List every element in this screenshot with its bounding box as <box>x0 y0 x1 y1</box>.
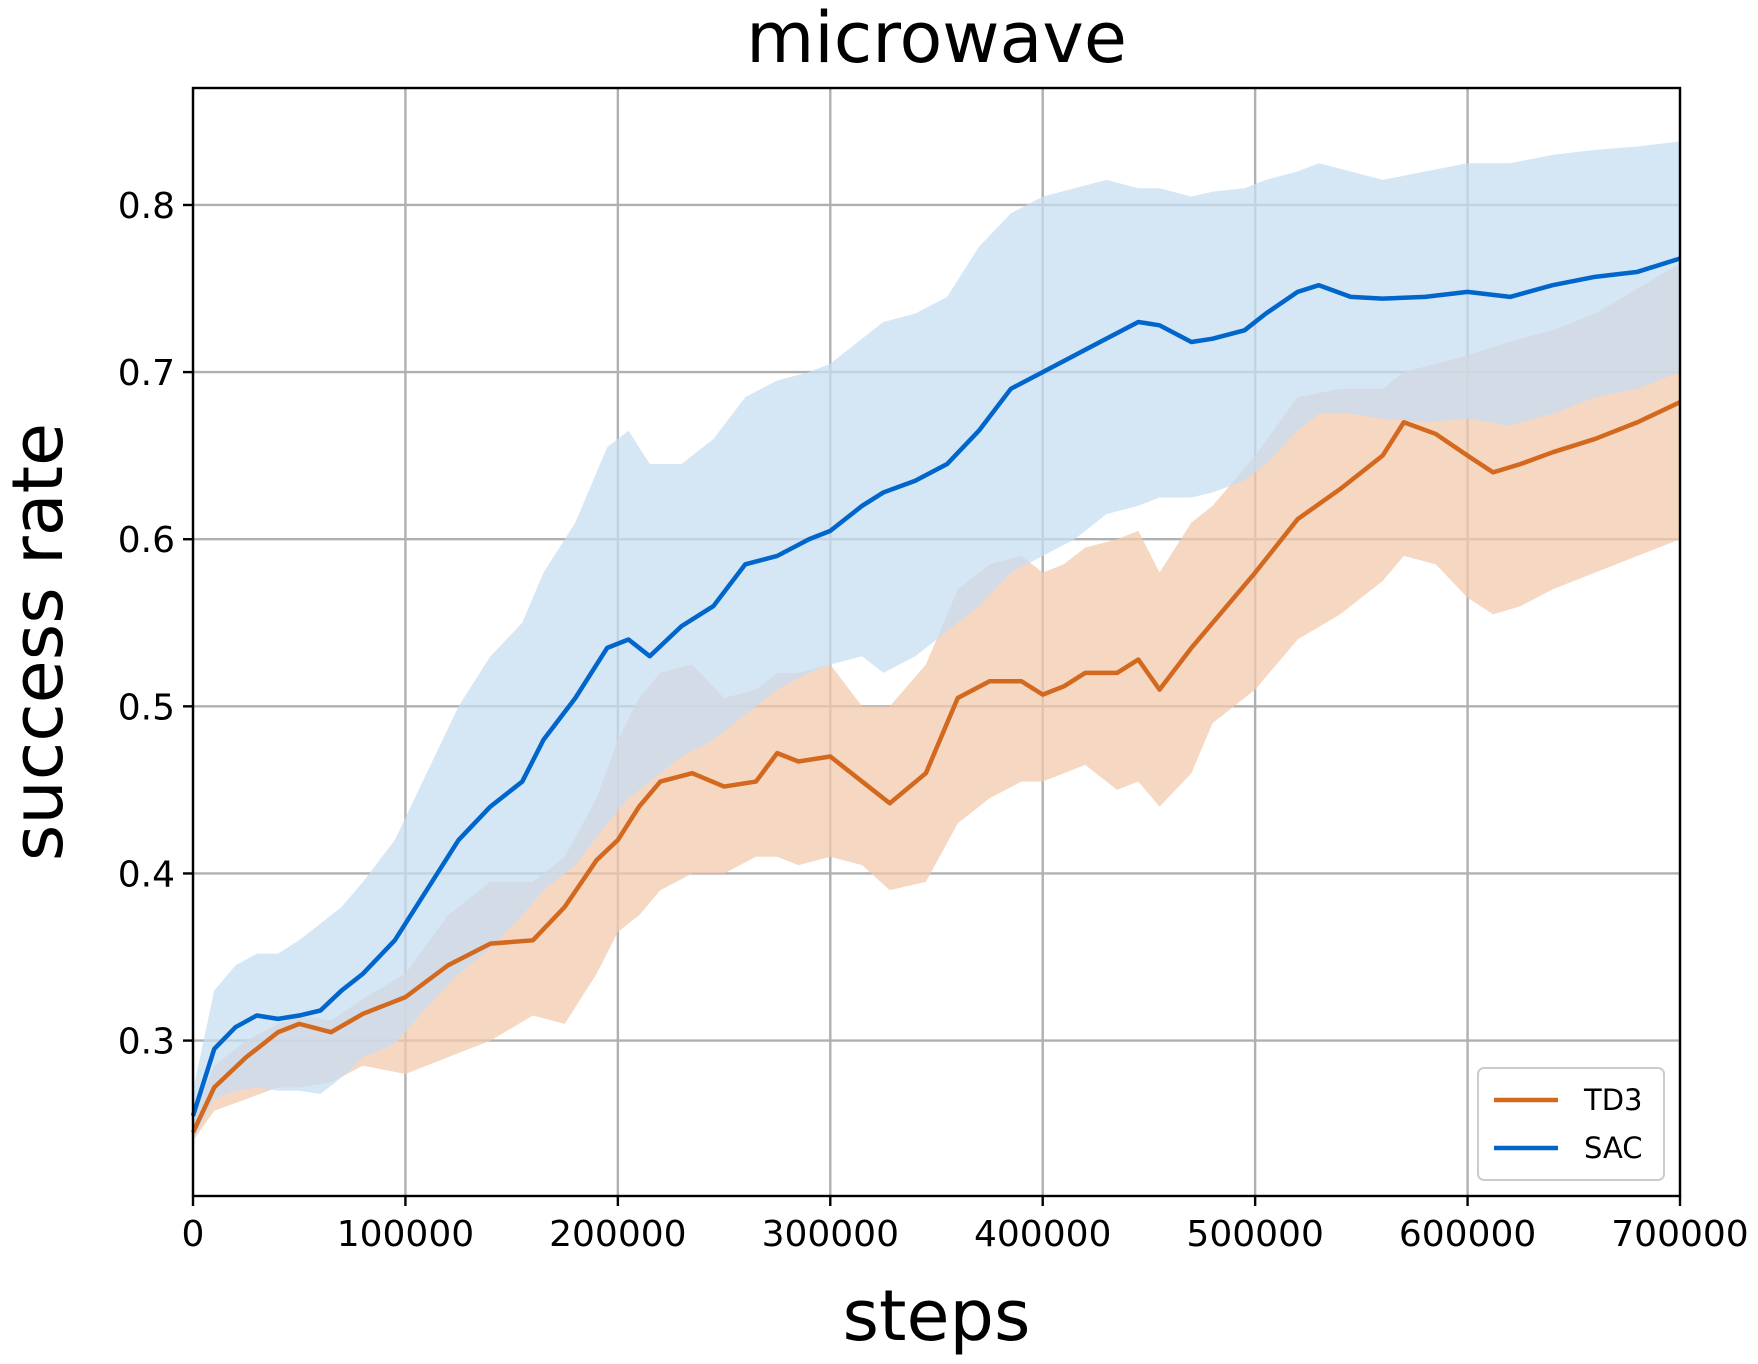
legend-label-td3: TD3 <box>1583 1083 1643 1117</box>
x-tick-label: 500000 <box>1186 1214 1323 1255</box>
x-tick-label: 0 <box>182 1214 205 1255</box>
x-axis-label: steps <box>843 1275 1031 1357</box>
confidence-bands <box>193 141 1680 1141</box>
y-tick-label: 0.8 <box>118 186 175 227</box>
y-tick-label: 0.3 <box>118 1022 175 1063</box>
x-tick-label: 600000 <box>1399 1214 1536 1255</box>
band-sac <box>193 141 1680 1141</box>
x-tick-label: 200000 <box>549 1214 686 1255</box>
line-td3 <box>190 400 1681 1134</box>
legend-label-sac: SAC <box>1584 1131 1643 1165</box>
y-tick-label: 0.5 <box>118 687 175 728</box>
series-lines <box>190 256 1681 1134</box>
x-tick-label: 100000 <box>337 1214 474 1255</box>
line-sac <box>190 256 1681 1117</box>
legend-box <box>1477 1067 1665 1181</box>
x-tick-label: 300000 <box>762 1214 899 1255</box>
y-tick-label: 0.4 <box>118 854 175 895</box>
legend: TD3 SAC <box>1477 1067 1665 1181</box>
y-tick-label: 0.7 <box>118 353 175 394</box>
y-axis-ticks: 0.3 0.4 0.5 0.6 0.7 0.8 <box>118 186 193 1063</box>
plot-frame <box>191 86 1682 1198</box>
x-tick-label: 400000 <box>974 1214 1111 1255</box>
y-tick-label: 0.6 <box>118 520 175 561</box>
band-td3 <box>193 263 1680 1141</box>
x-axis-ticks: 0 100000 200000 300000 400000 500000 600000 700… <box>182 1196 1749 1255</box>
x-tick-label: 700000 <box>1611 1214 1748 1255</box>
chart-title: microwave <box>746 0 1127 79</box>
y-axis-label: success rate <box>0 423 79 861</box>
